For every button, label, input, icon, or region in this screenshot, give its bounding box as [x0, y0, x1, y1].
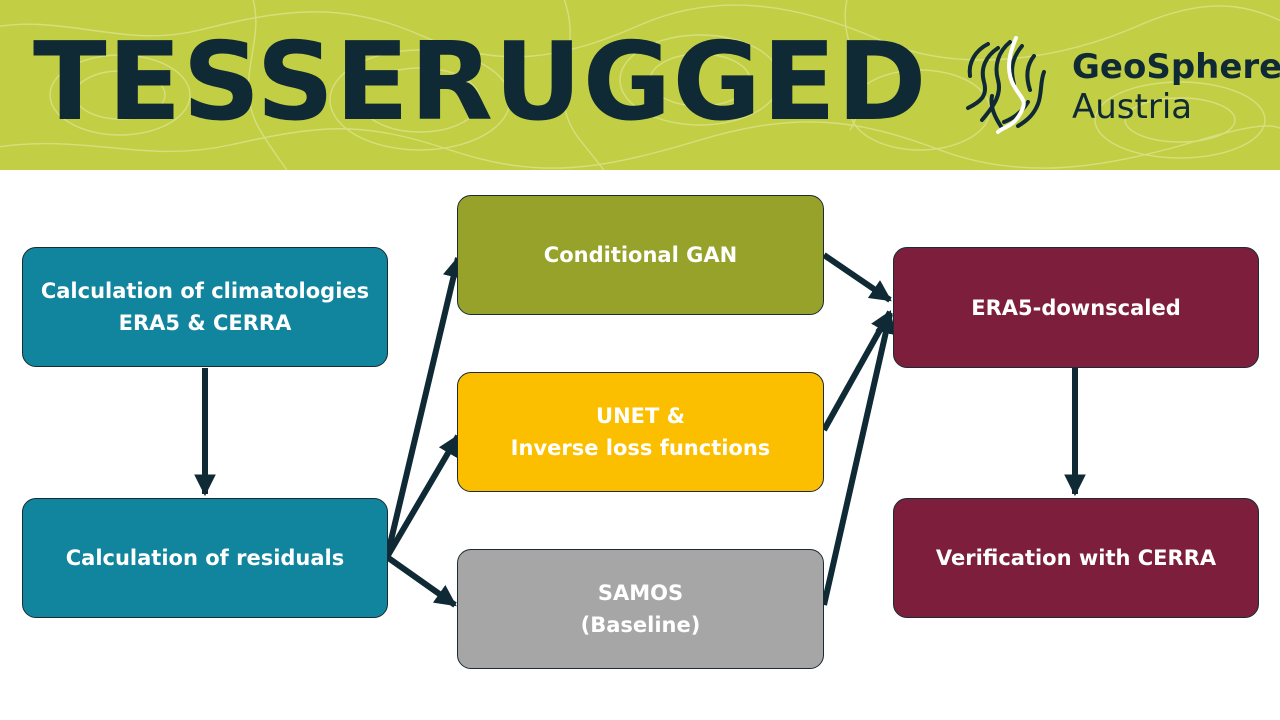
unet-label-line1: UNET &	[596, 404, 685, 428]
box-unet-inverse-loss: UNET & Inverse loss functions	[457, 372, 824, 492]
box-verification-with-cerra: Verification with CERRA	[893, 498, 1259, 618]
unet-label-line2: Inverse loss functions	[510, 436, 771, 460]
climatologies-label-line1: Calculation of climatologies	[40, 279, 370, 303]
box-calculation-of-residuals: Calculation of residuals	[22, 498, 388, 618]
verification-label: Verification with CERRA	[935, 546, 1217, 570]
geosphere-logo-icon	[966, 36, 1046, 134]
climatologies-label-line2: ERA5 & CERRA	[118, 311, 292, 335]
arrow-residuals-to-gan	[384, 255, 465, 558]
box-era5-downscaled: ERA5-downscaled	[893, 247, 1259, 368]
gan-label: Conditional GAN	[543, 243, 738, 267]
box-calculation-of-climatologies: Calculation of climatologies ERA5 & CERR…	[22, 247, 388, 367]
arrow-samos-to-downscaled	[821, 311, 897, 606]
arrow-gan-to-downscaled	[822, 252, 892, 303]
header-banner: TESSERUGGED GeoSphere Austria	[0, 0, 1280, 170]
residuals-label: Calculation of residuals	[65, 546, 345, 570]
logo-text-geosphere: GeoSphere	[1072, 47, 1280, 87]
logo-text-austria: Austria	[1072, 87, 1193, 127]
page-title: TESSERUGGED	[33, 20, 928, 145]
samos-label-line1: SAMOS	[597, 581, 684, 605]
arrow-residuals-to-unet	[384, 434, 461, 559]
arrow-residuals-to-samos	[385, 554, 457, 608]
samos-label-line2: (Baseline)	[580, 613, 701, 637]
downscaled-label: ERA5-downscaled	[971, 295, 1181, 320]
box-samos-baseline: SAMOS (Baseline)	[457, 549, 824, 669]
geosphere-logo: GeoSphere Austria	[958, 36, 1280, 136]
box-conditional-gan: Conditional GAN	[457, 195, 824, 315]
